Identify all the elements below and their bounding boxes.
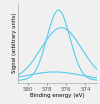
X-axis label: Binding energy (eV): Binding energy (eV)	[30, 93, 85, 98]
Y-axis label: Signal (arbitrary units): Signal (arbitrary units)	[12, 13, 17, 73]
